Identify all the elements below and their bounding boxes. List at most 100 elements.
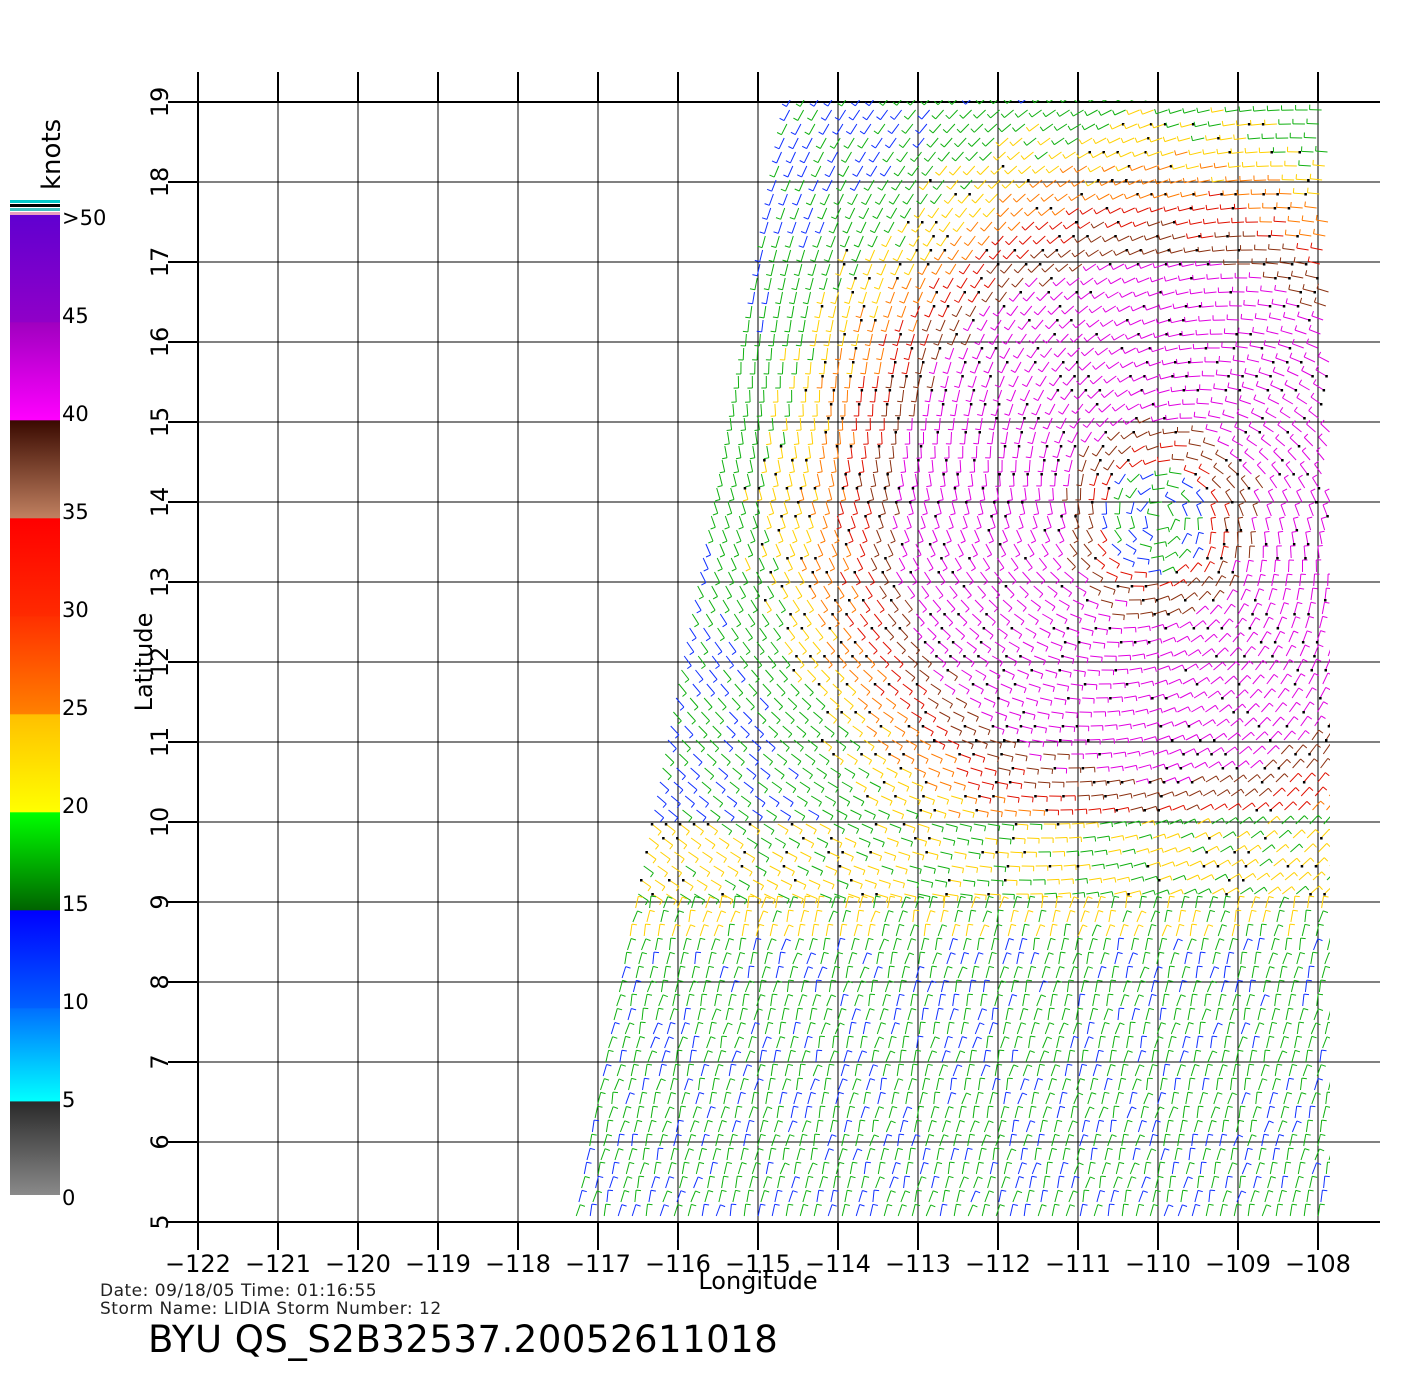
wind-barb-flag	[766, 274, 772, 277]
wind-barb-flag	[949, 414, 955, 417]
wind-barb-flag	[1315, 365, 1319, 371]
wind-barb-flag	[1037, 769, 1039, 775]
wind-barb	[876, 207, 884, 219]
rain-flag	[1206, 627, 1210, 630]
wind-barb-flag	[1001, 341, 1007, 345]
rain-flag	[1304, 557, 1307, 560]
wind-barb-flag	[1218, 355, 1220, 362]
wind-barb	[851, 585, 859, 597]
wind-barb	[857, 697, 868, 706]
rain-flag	[763, 459, 766, 462]
wind-barb-flag	[900, 471, 906, 473]
wind-barb-flag	[851, 773, 856, 779]
wind-barb	[1054, 473, 1056, 487]
wind-barb-flag	[1234, 422, 1238, 428]
wind-barb	[1290, 545, 1292, 559]
colorbar-label: 35	[62, 500, 89, 524]
wind-barb-flag	[866, 173, 871, 177]
wind-barb	[747, 319, 750, 332]
wind-barb	[1177, 706, 1189, 713]
wind-barb-flag	[1048, 154, 1053, 160]
wind-barb	[834, 291, 839, 304]
wind-barb-flag	[1056, 182, 1061, 188]
wind-barb	[774, 473, 779, 486]
wind-barb	[885, 235, 892, 247]
wind-barb	[782, 193, 788, 206]
rain-flag	[946, 235, 949, 238]
wind-barb	[1106, 375, 1117, 384]
wind-barb-flag	[748, 720, 753, 725]
wind-barb	[1196, 676, 1208, 685]
wind-barb	[787, 165, 794, 178]
wind-barb-flag	[965, 156, 970, 162]
wind-barb	[1315, 150, 1328, 153]
wind-barb-flag	[729, 499, 735, 502]
wind-barb-flag	[694, 623, 699, 628]
wind-barb	[1299, 464, 1308, 475]
wind-barb	[659, 781, 670, 791]
wind-barb	[1308, 744, 1317, 755]
rain-flag	[1277, 767, 1281, 770]
wind-barb-flag	[835, 623, 840, 627]
wind-barb-flag	[731, 485, 737, 488]
wind-barb	[1209, 263, 1222, 266]
rain-flag	[942, 543, 946, 546]
wind-barb-flag	[1149, 536, 1154, 541]
wind-barb	[1145, 583, 1158, 587]
wind-barb-flag	[1314, 672, 1320, 677]
wind-barb	[1256, 464, 1266, 475]
wind-barb	[966, 641, 977, 650]
wind-barb-flag	[812, 499, 818, 502]
wind-barb-flag	[822, 188, 828, 192]
wind-barb	[928, 305, 935, 318]
wind-barb-flag	[762, 720, 767, 725]
wind-barb	[847, 137, 855, 149]
wind-barb	[925, 165, 934, 176]
colorbar-label: 30	[62, 598, 89, 622]
wind-barb-flag	[1108, 349, 1112, 355]
wind-barb-flag	[771, 747, 776, 752]
wind-barb	[1201, 96, 1213, 99]
rain-flag	[1174, 431, 1177, 434]
wind-barb	[1080, 557, 1091, 567]
rain-flag	[1094, 627, 1098, 630]
wind-barb-flag	[992, 156, 998, 161]
wind-barb-flag	[793, 117, 799, 121]
wind-barb-flag	[821, 705, 826, 711]
wind-barb	[932, 123, 942, 134]
wind-barb	[1176, 635, 1188, 643]
wind-barb	[921, 109, 930, 120]
wind-barb-flag	[681, 775, 686, 781]
wind-barb	[793, 739, 804, 748]
wind-barb	[1042, 277, 1052, 287]
wind-barb	[825, 501, 830, 514]
wind-barb-flag	[736, 706, 741, 711]
wind-barb	[770, 641, 779, 652]
wind-barb	[1118, 723, 1131, 727]
wind-barb-flag	[861, 636, 866, 641]
rain-flag	[1077, 641, 1081, 644]
wind-barb-flag	[1080, 351, 1085, 357]
rain-flag	[963, 725, 967, 728]
wind-barb-flag	[684, 679, 690, 683]
wind-barb	[692, 753, 703, 763]
wind-barb	[1082, 207, 1093, 215]
wind-barb	[1135, 778, 1148, 783]
wind-barb-flag	[1180, 191, 1183, 198]
rain-flag	[897, 417, 900, 420]
wind-barb-flag	[847, 719, 852, 724]
wind-barb	[958, 375, 963, 388]
wind-barb	[880, 725, 892, 733]
wind-barb-flag	[860, 287, 866, 290]
wind-barb	[1051, 151, 1062, 160]
wind-barb	[1279, 518, 1284, 531]
wind-barb	[756, 571, 763, 583]
wind-barb	[853, 501, 858, 514]
wind-barb	[914, 473, 918, 486]
wind-barb	[979, 417, 983, 430]
wind-barb	[1095, 445, 1104, 457]
wind-barb-flag	[1024, 211, 1029, 217]
wind-barb-flag	[766, 775, 771, 780]
wind-barb-flag	[1247, 574, 1253, 577]
